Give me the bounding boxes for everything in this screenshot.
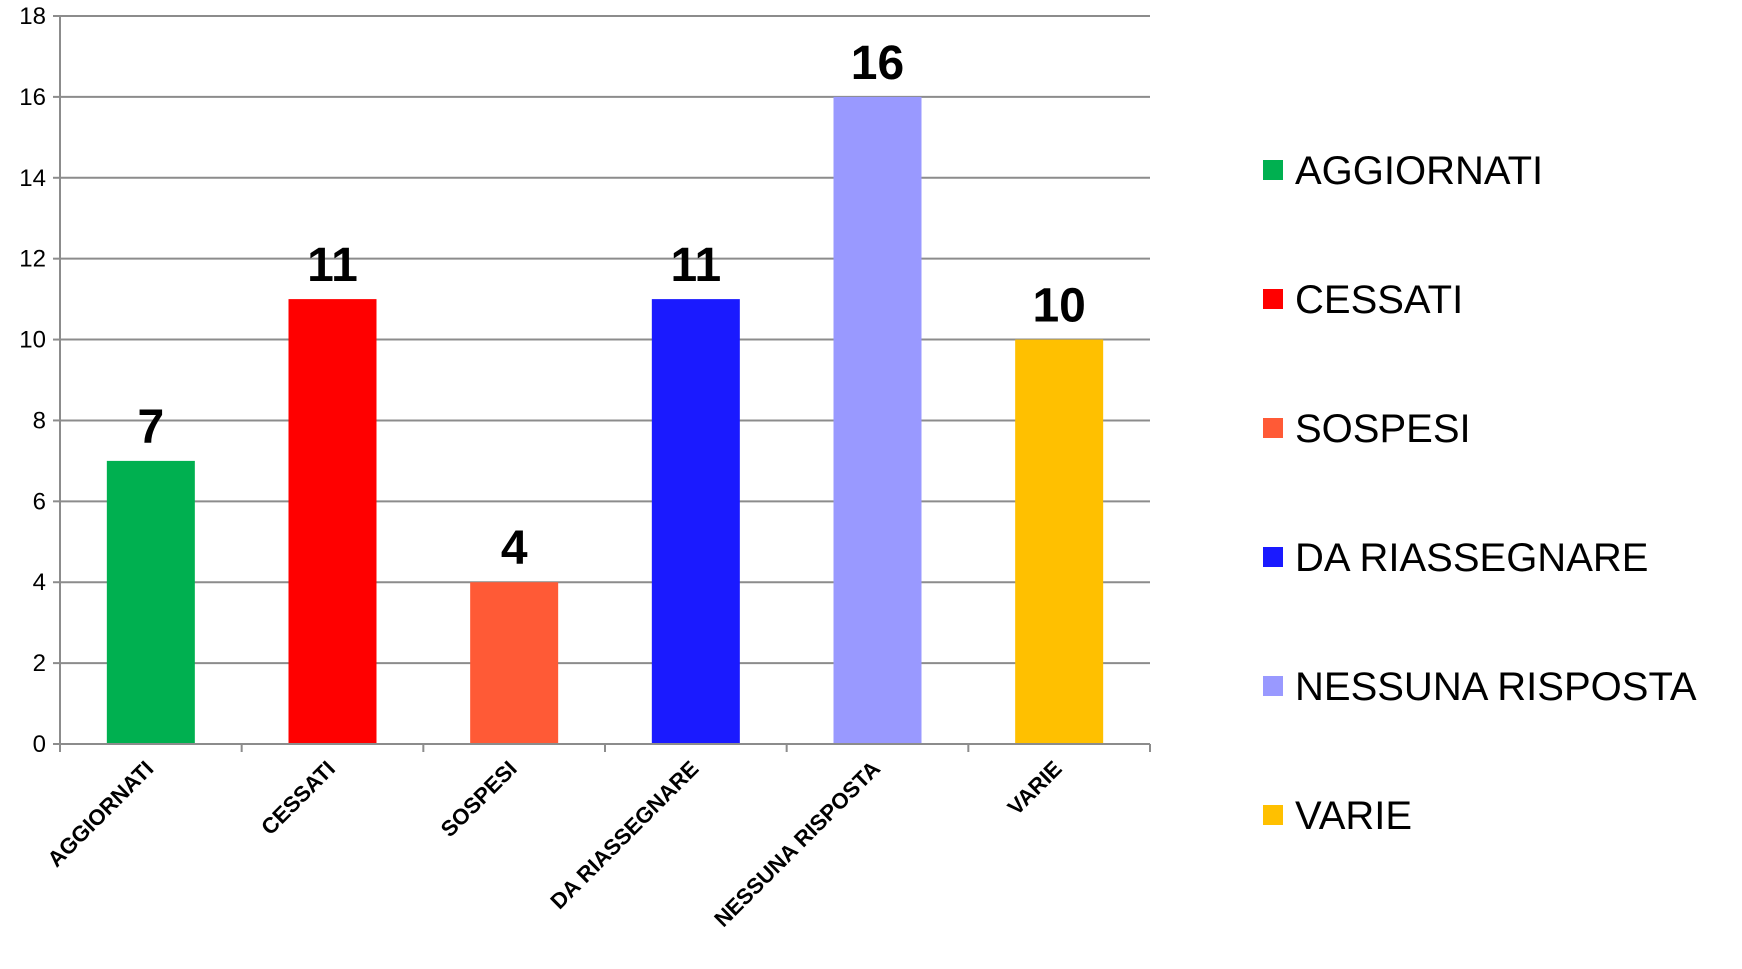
y-tick-label: 10 xyxy=(19,327,46,354)
legend-label: VARIE xyxy=(1295,794,1412,838)
x-category-label: DA RIASSEGNARE xyxy=(545,756,703,914)
y-tick-label: 8 xyxy=(33,407,46,434)
legend-label: DA RIASSEGNARE xyxy=(1295,536,1648,580)
axes xyxy=(53,15,1151,752)
y-tick-label: 12 xyxy=(19,246,46,273)
y-tick-label: 0 xyxy=(33,731,46,758)
bar-nessuna-risposta xyxy=(833,96,922,744)
y-tick-label: 2 xyxy=(33,650,46,677)
y-tick-label: 14 xyxy=(19,165,46,192)
x-category-label: CESSATI xyxy=(256,756,340,840)
legend-swatch xyxy=(1263,547,1283,567)
data-label: 7 xyxy=(137,401,164,454)
bar-cessati xyxy=(288,299,377,744)
y-tick-label: 6 xyxy=(33,488,46,515)
legend-label: SOSPESI xyxy=(1295,407,1471,451)
data-label: 4 xyxy=(501,522,528,575)
bar-aggiornati xyxy=(106,460,195,744)
y-tick-label: 4 xyxy=(33,569,46,596)
legend-swatch xyxy=(1263,418,1283,438)
bars xyxy=(106,96,1104,744)
legend-swatch xyxy=(1263,289,1283,309)
data-label: 16 xyxy=(851,37,904,90)
y-axis-tick-labels: 0 2 4 6 8 10 12 14 16 18 xyxy=(19,3,46,758)
x-category-label: NESSUNA RISPOSTA xyxy=(709,756,885,932)
legend-swatch xyxy=(1263,160,1283,180)
data-label: 11 xyxy=(307,239,358,292)
y-tick-label: 18 xyxy=(19,3,46,30)
bar-sospesi xyxy=(470,582,559,744)
x-category-label: VARIE xyxy=(1003,756,1067,820)
bar-varie xyxy=(1015,339,1104,744)
legend-swatch xyxy=(1263,805,1283,825)
legend-label: CESSATI xyxy=(1295,278,1463,322)
x-category-label: SOSPESI xyxy=(436,756,522,842)
legend-label: AGGIORNATI xyxy=(1295,149,1543,193)
legend-label: NESSUNA RISPOSTA xyxy=(1295,665,1697,709)
bar-da-riassegnare xyxy=(651,299,740,744)
data-label: 10 xyxy=(1032,280,1085,333)
data-label: 11 xyxy=(670,239,721,292)
x-axis-category-labels: AGGIORNATI CESSATI SOSPESI DA RIASSEGNARE NE… xyxy=(42,756,1066,932)
data-labels: 7 11 4 11 16 10 xyxy=(137,37,1085,575)
legend-swatch xyxy=(1263,676,1283,696)
x-category-label: AGGIORNATI xyxy=(42,756,158,872)
y-tick-label: 16 xyxy=(19,84,46,111)
gridlines xyxy=(60,15,1150,665)
legend: AGGIORNATI CESSATI SOSPESI DA RIASSEGNARE NE… xyxy=(1263,149,1697,838)
